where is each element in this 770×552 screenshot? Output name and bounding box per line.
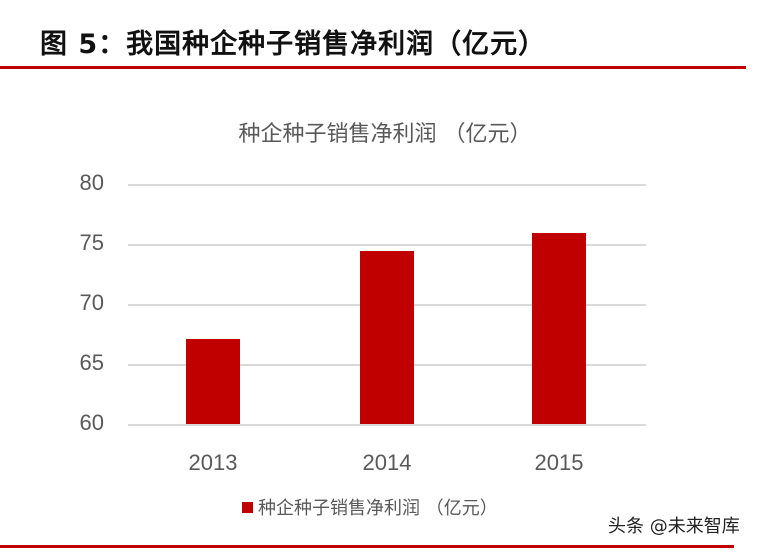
y-tick-65: 65: [79, 350, 104, 375]
watermark: 头条 @未来智库: [608, 516, 740, 537]
y-tick-80: 80: [79, 170, 104, 195]
x-tick-2015: 2015: [534, 450, 584, 475]
y-tick-70: 70: [79, 290, 104, 315]
bar-2015: [532, 233, 586, 424]
gridline: [128, 184, 646, 186]
figure-title: 图 5：我国种企种子销售净利润（亿元）: [40, 29, 547, 60]
x-tick-2013: 2013: [188, 450, 238, 475]
bar-2013: [186, 338, 240, 424]
y-tick-60: 60: [79, 410, 104, 435]
bottom-divider: [0, 545, 734, 548]
x-tick-2014: 2014: [362, 450, 412, 475]
gridline: [128, 244, 646, 246]
y-tick-75: 75: [79, 230, 104, 255]
plot-area: [128, 184, 646, 426]
bar-2014: [360, 251, 414, 424]
legend: 种企种子销售净利润 （亿元）: [242, 494, 498, 520]
legend-swatch-icon: [242, 501, 253, 513]
top-divider: [0, 66, 746, 69]
gridline: [128, 424, 646, 426]
legend-label: 种企种子销售净利润 （亿元）: [258, 498, 498, 519]
chart-title: 种企种子销售净利润 （亿元）: [238, 122, 532, 147]
